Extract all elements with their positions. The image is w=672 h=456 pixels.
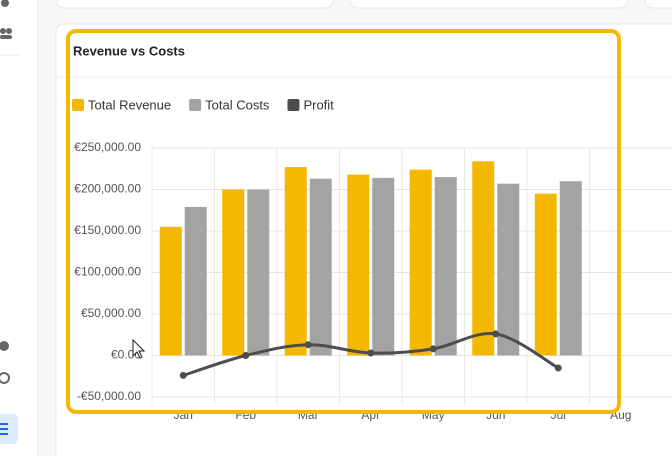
profit-point [554, 364, 562, 372]
bar [309, 178, 332, 356]
y-tick-label: €150,000.00 [74, 223, 141, 237]
profit-point [367, 349, 375, 357]
legend-label: Total Revenue [88, 97, 171, 112]
bar [472, 161, 495, 356]
sidebar [0, 0, 38, 456]
bar [372, 177, 395, 356]
bar [159, 226, 182, 356]
bar [222, 189, 245, 356]
team-icon[interactable] [0, 28, 12, 39]
highlight-frame [66, 29, 621, 414]
bar [409, 169, 432, 356]
bar [247, 189, 270, 356]
top-card [55, 0, 334, 9]
profit-point [304, 341, 312, 349]
profit-point [492, 330, 500, 338]
settings-icon[interactable] [0, 341, 9, 351]
y-tick-label: -€50,000.00 [77, 389, 141, 403]
cursor [132, 338, 146, 359]
bar [534, 193, 557, 356]
plot: -€50,000.00€0.00€50,000.00€100,000.00€15… [72, 97, 672, 422]
profit-point [179, 371, 187, 379]
top-card [349, 0, 629, 9]
profit-point [242, 352, 250, 359]
y-tick-label: €100,000.00 [74, 265, 141, 279]
bar [559, 181, 582, 356]
chart-title: Revenue vs Costs [73, 43, 185, 58]
legend-swatch [189, 99, 202, 111]
legend-label: Total Costs [205, 97, 270, 112]
bar [184, 206, 207, 356]
bar [497, 183, 520, 356]
support-icon[interactable] [0, 372, 10, 384]
y-tick-label: €200,000.00 [74, 182, 141, 196]
list-icon [0, 423, 8, 435]
y-tick-label: €250,000.00 [74, 140, 141, 154]
y-tick-label: €50,000.00 [81, 306, 141, 320]
bar [434, 177, 457, 356]
legend-label: Profit [303, 97, 334, 112]
sidebar-icon[interactable] [1, 0, 9, 7]
top-card [644, 0, 672, 9]
legend-swatch [72, 99, 84, 111]
profit-point [429, 345, 437, 353]
bar [347, 174, 370, 356]
legend-swatch [287, 99, 300, 111]
active-nav[interactable] [0, 414, 18, 444]
bar [284, 167, 307, 356]
